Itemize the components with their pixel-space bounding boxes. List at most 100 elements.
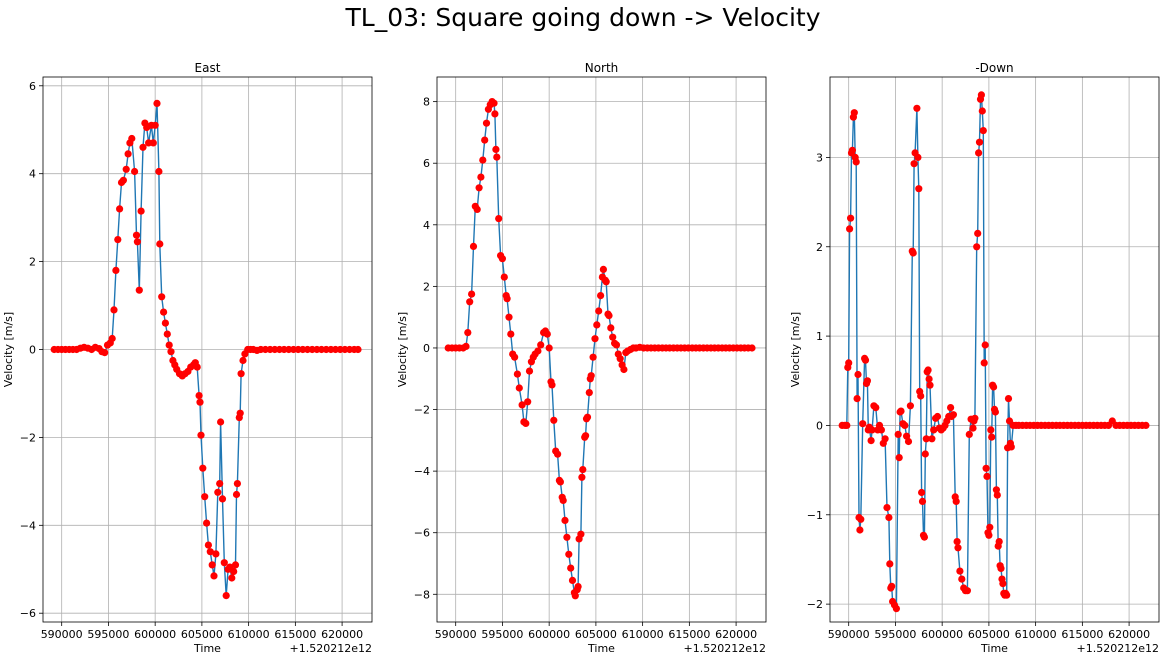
x-tick-label: 620000 <box>1108 628 1150 641</box>
data-point <box>114 236 122 244</box>
data-point <box>974 229 982 237</box>
x-tick-label: 600000 <box>528 628 570 641</box>
x-axis-offset-label: +1.520212e12 <box>684 642 766 655</box>
data-point <box>239 356 247 365</box>
data-point <box>160 308 168 316</box>
data-point <box>139 143 147 151</box>
data-point <box>956 567 964 575</box>
data-point <box>236 409 244 417</box>
data-point <box>591 335 599 343</box>
x-tick-label: 620000 <box>715 628 757 641</box>
data-point <box>867 437 875 445</box>
y-tick-label: −2 <box>414 404 430 417</box>
data-point <box>922 435 930 443</box>
data-point <box>556 478 565 486</box>
data-point <box>872 404 880 412</box>
data-point <box>993 491 1001 499</box>
data-point <box>877 426 886 434</box>
y-tick-label: 6 <box>423 157 430 170</box>
data-point <box>990 383 998 391</box>
data-point <box>491 110 499 118</box>
y-tick-label: −4 <box>414 465 430 478</box>
data-point <box>201 493 209 501</box>
data-point <box>1142 421 1150 429</box>
figure-title: TL_03: Square going down -> Velocity <box>345 3 821 32</box>
data-point <box>217 418 225 426</box>
data-point <box>101 349 109 357</box>
y-tick-label: 0 <box>816 419 823 432</box>
data-point <box>595 307 603 315</box>
data-point <box>567 564 575 572</box>
y-axis-label: Velocity [m/s] <box>2 312 15 387</box>
y-tick-label: −2 <box>20 431 36 444</box>
plot-frame <box>436 76 767 623</box>
panel-east: East Time Velocity [m/s] +1.520212e12 59… <box>2 61 373 655</box>
data-point <box>220 559 228 567</box>
y-tick-label: −2 <box>807 598 823 611</box>
data-point <box>578 473 586 481</box>
data-point <box>906 402 915 410</box>
data-point <box>589 353 597 361</box>
data-point <box>585 389 593 397</box>
data-point <box>845 359 853 367</box>
data-point <box>854 370 862 379</box>
data-point <box>748 344 756 352</box>
data-point <box>920 533 929 541</box>
data-point <box>231 561 240 569</box>
data-point <box>204 541 212 549</box>
data-point <box>510 353 519 361</box>
data-point <box>979 127 987 135</box>
data-point <box>895 454 903 462</box>
y-tick-label: 6 <box>29 80 36 93</box>
y-tick-label: 8 <box>423 96 430 109</box>
data-point <box>132 231 141 239</box>
data-point <box>515 384 523 392</box>
data-point <box>548 381 556 389</box>
data-point <box>881 435 889 443</box>
data-point <box>137 207 145 215</box>
data-point <box>921 450 929 458</box>
data-point <box>218 495 227 503</box>
y-tick-label: 2 <box>29 256 36 269</box>
x-tick-label: 595000 <box>481 628 523 641</box>
data-point <box>965 430 973 438</box>
data-point <box>848 146 857 154</box>
data-point <box>978 107 986 115</box>
data-point <box>853 395 861 403</box>
data-point <box>563 533 571 541</box>
data-point <box>856 526 864 534</box>
x-tick-label: 615000 <box>668 628 710 641</box>
data-point <box>232 490 241 499</box>
data-point <box>112 266 120 274</box>
data-point <box>545 344 553 352</box>
data-point <box>971 414 979 422</box>
plot-frame <box>829 76 1160 623</box>
data-point <box>554 450 562 458</box>
data-point <box>559 496 567 504</box>
data-point <box>199 464 207 472</box>
data-point <box>122 165 130 173</box>
data-point <box>128 134 136 143</box>
y-tick-label: 4 <box>423 219 430 232</box>
data-point <box>616 355 624 363</box>
data-point <box>153 99 161 107</box>
data-point <box>620 365 628 374</box>
x-tick-label: 620000 <box>321 628 363 641</box>
data-point <box>464 329 472 337</box>
panel-north: North Time Velocity [m/s] +1.520212e12 5… <box>396 61 767 655</box>
data-point <box>909 249 917 257</box>
data-point <box>885 513 893 522</box>
data-point <box>490 99 498 107</box>
data-point <box>995 538 1003 546</box>
data-point <box>988 433 996 441</box>
data-point <box>135 286 143 294</box>
data-point <box>918 497 927 505</box>
x-axis-label: Time <box>193 642 221 655</box>
data-point <box>481 136 489 144</box>
data-point <box>1007 443 1015 451</box>
x-tick-label: 605000 <box>575 628 617 641</box>
data-point <box>195 392 203 400</box>
x-axis-offset-label: +1.520212e12 <box>290 642 372 655</box>
data-point <box>969 424 977 432</box>
data-point <box>475 184 483 192</box>
